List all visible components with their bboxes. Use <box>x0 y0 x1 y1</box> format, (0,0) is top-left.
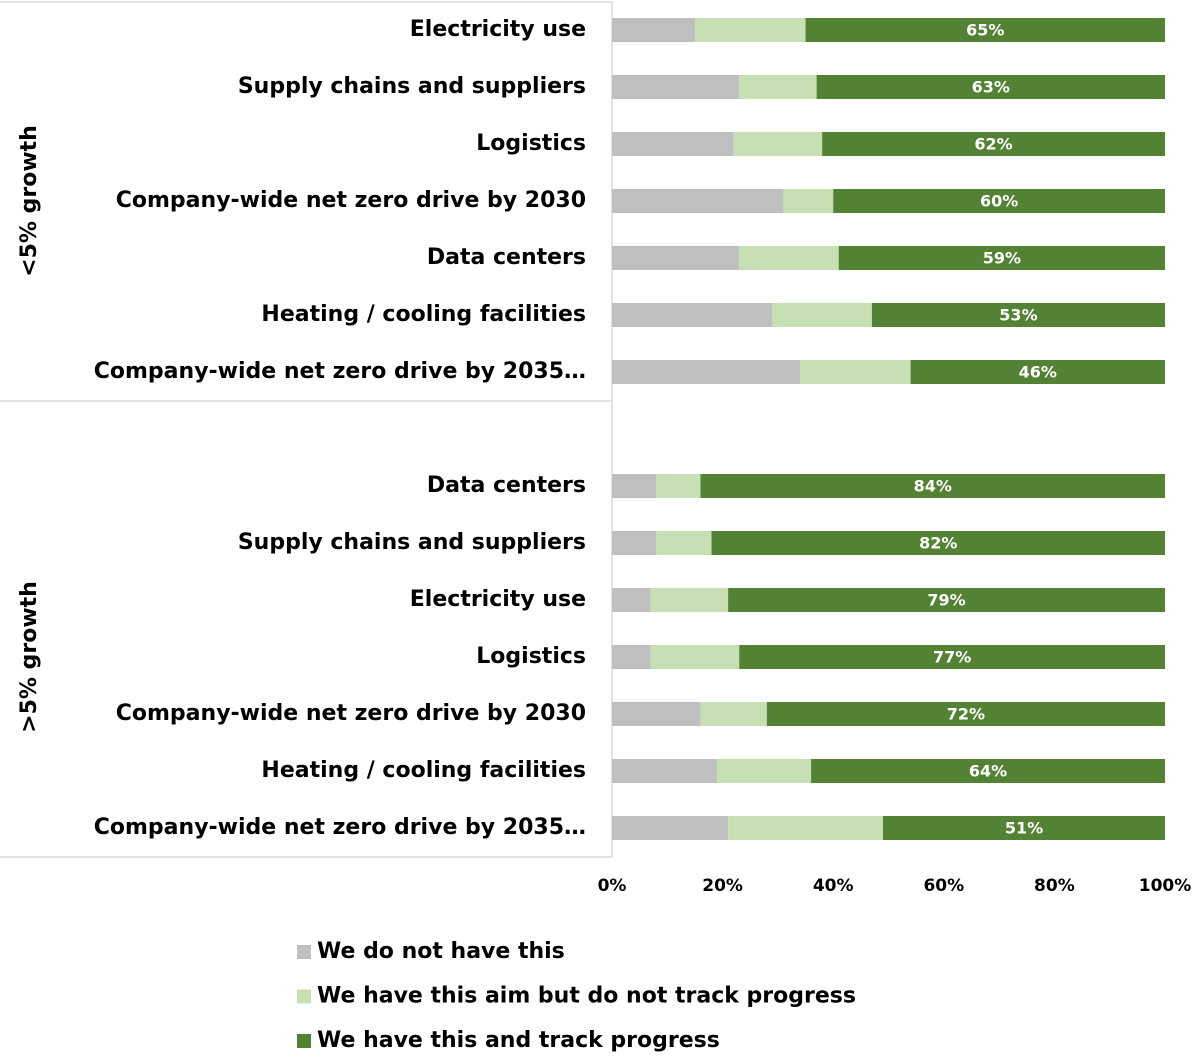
data-label: 84% <box>914 477 952 496</box>
category-label: Electricity use <box>410 17 586 42</box>
data-label: 82% <box>919 534 957 553</box>
category-label: Logistics <box>476 131 586 156</box>
bar-segment <box>833 189 1165 213</box>
bar-segment <box>728 816 883 840</box>
bar-segment <box>882 816 1165 840</box>
bar-segment <box>612 759 718 783</box>
bar-segment <box>766 702 1165 726</box>
bar-segment <box>612 303 773 327</box>
category-label: Company-wide net zero drive by 2035… <box>94 815 586 840</box>
data-label: 59% <box>983 249 1021 268</box>
category-label: Logistics <box>476 644 586 669</box>
bar-segment <box>822 132 1165 156</box>
bar-segment <box>728 588 1165 612</box>
data-label: 46% <box>1019 363 1057 382</box>
data-label: 62% <box>974 135 1012 154</box>
x-tick-label: 80% <box>1034 876 1075 896</box>
legend-label: We have this aim but do not track progre… <box>317 984 856 1009</box>
bar-segment <box>650 645 740 669</box>
bar-segment <box>612 18 695 42</box>
bar-segment <box>805 18 1165 42</box>
bar-segment <box>694 18 806 42</box>
category-label: Heating / cooling facilities <box>261 758 586 783</box>
data-label: 64% <box>969 762 1007 781</box>
category-label: Company-wide net zero drive by 2035… <box>94 359 586 384</box>
x-tick-label: 0% <box>598 876 627 896</box>
group-label: >5% growth <box>17 581 42 733</box>
bar-segment <box>656 531 712 555</box>
bar-segment <box>783 189 834 213</box>
x-tick-label: 40% <box>813 876 854 896</box>
data-label: 72% <box>947 705 985 724</box>
bar-segment <box>739 75 817 99</box>
category-label: Supply chains and suppliers <box>238 74 586 99</box>
legend-label: We do not have this <box>317 939 565 964</box>
bar-segment <box>612 75 740 99</box>
bar-segment <box>711 531 1165 555</box>
bar-segment <box>700 474 1165 498</box>
bar-segment <box>700 702 767 726</box>
bar-segment <box>612 702 701 726</box>
bar-segment <box>612 360 801 384</box>
data-label: 51% <box>1005 819 1043 838</box>
legend-swatch <box>297 989 311 1004</box>
bar-segment <box>910 360 1165 384</box>
bar-segment <box>739 645 1165 669</box>
category-label: Data centers <box>427 245 586 270</box>
x-tick-label: 100% <box>1139 876 1192 896</box>
data-label: 60% <box>980 192 1018 211</box>
bar-segment <box>656 474 701 498</box>
data-label: 53% <box>999 306 1037 325</box>
bar-segment <box>816 75 1165 99</box>
bar-segment <box>650 588 729 612</box>
category-label: Company-wide net zero drive by 2030 <box>116 701 586 726</box>
bar-segment <box>871 303 1165 327</box>
data-label: 65% <box>966 21 1004 40</box>
legend-swatch <box>297 1034 311 1048</box>
x-tick-label: 20% <box>702 876 743 896</box>
group-label: <5% growth <box>17 125 42 277</box>
category-label: Company-wide net zero drive by 2030 <box>116 188 586 213</box>
category-label: Supply chains and suppliers <box>238 530 586 555</box>
bar-segment <box>800 360 911 384</box>
bar-segment <box>612 246 740 270</box>
bar-segment <box>772 303 872 327</box>
bar-segment <box>612 189 784 213</box>
bar-segment <box>612 474 657 498</box>
category-label: Data centers <box>427 473 586 498</box>
bar-segment <box>612 588 651 612</box>
bar-segment <box>739 246 839 270</box>
legend-label: We have this and track progress <box>317 1028 720 1053</box>
bar-segment <box>838 246 1165 270</box>
bar-segment <box>612 132 734 156</box>
category-label: Heating / cooling facilities <box>261 302 586 327</box>
data-label: 77% <box>933 648 971 667</box>
bar-segment <box>612 645 651 669</box>
legend-swatch <box>297 945 311 959</box>
bar-segment <box>612 816 729 840</box>
data-label: 79% <box>927 591 965 610</box>
category-label: Electricity use <box>410 587 586 612</box>
bar-segment <box>811 759 1165 783</box>
bar-segment <box>612 531 657 555</box>
x-tick-label: 60% <box>923 876 964 896</box>
data-label: 63% <box>972 78 1010 97</box>
bar-segment <box>717 759 812 783</box>
bar-segment <box>733 132 823 156</box>
